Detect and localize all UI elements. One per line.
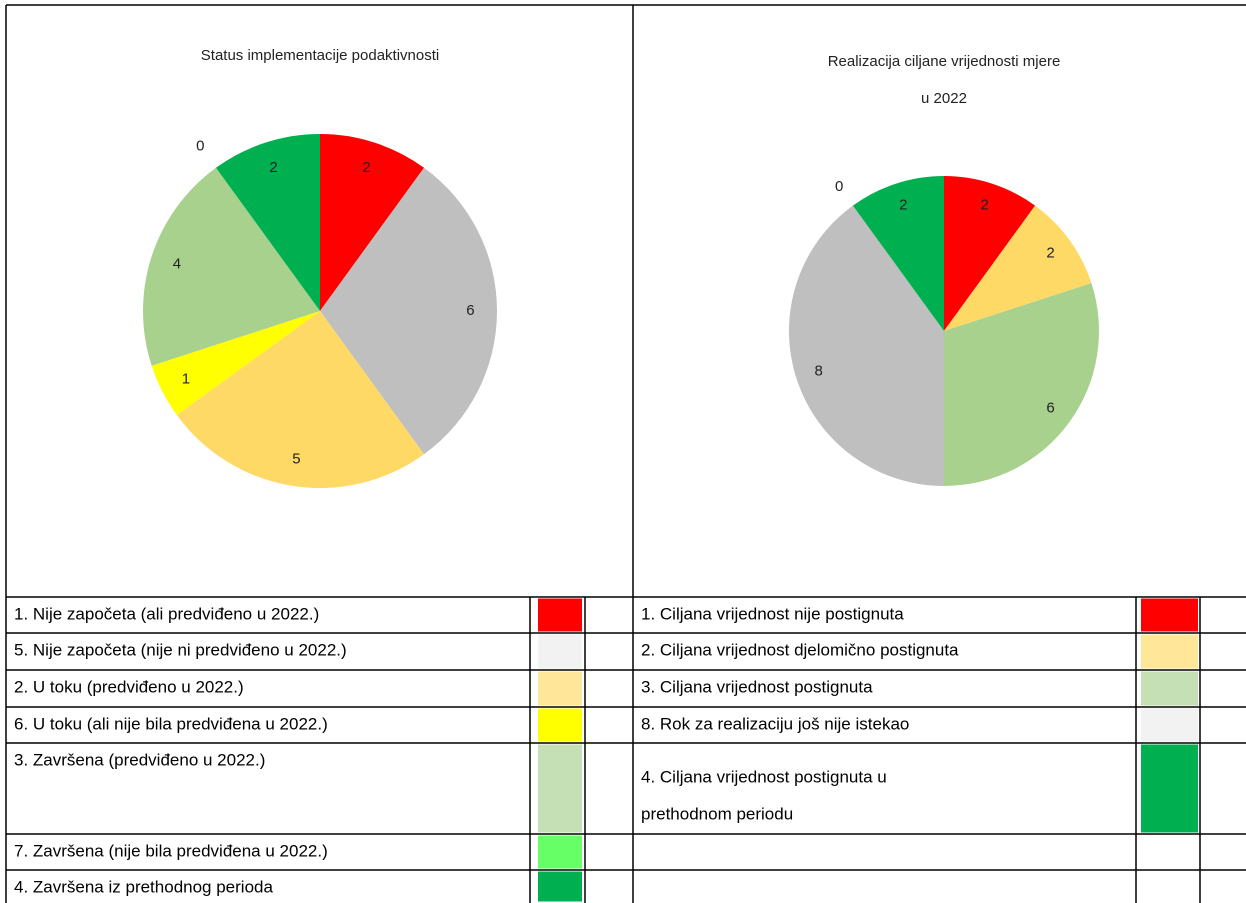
data-label: 0 (196, 137, 204, 154)
data-label: 6 (1046, 399, 1054, 416)
pie-slice (789, 205, 944, 487)
legend-label: 2. U toku (predviđeno u 2022.) (14, 677, 244, 696)
pie-slice (320, 167, 497, 455)
chart-title: Status implementacije podaktivnosti (201, 47, 439, 64)
pie-slice (944, 205, 1092, 331)
data-label: 2 (1046, 245, 1054, 262)
legend-label: 2. Ciljana vrijednost djelomično postign… (641, 640, 959, 659)
legend-swatch (538, 835, 582, 869)
pie-slice (944, 176, 1036, 331)
data-label: 2 (899, 197, 907, 214)
legend-label: 3. Ciljana vrijednost postignuta (641, 677, 873, 696)
legend-swatch (538, 598, 582, 632)
data-label: 2 (269, 159, 277, 176)
pie-slice (143, 167, 320, 366)
legend-swatch (538, 671, 582, 706)
legend-label: 5. Nije započeta (nije ni predviđeno u 2… (14, 640, 347, 659)
legend-swatch (1141, 634, 1198, 669)
legend-label: 1. Nije započeta (ali predviđeno u 2022.… (14, 604, 319, 623)
data-label: 6 (466, 302, 474, 319)
legend-label: 7. Završena (nije bila predviđena u 2022… (14, 841, 328, 860)
data-label: 5 (292, 451, 300, 468)
legend-label: 4. Završena iz prethodnog perioda (14, 877, 273, 896)
pie-slice (852, 176, 944, 331)
legend-swatch (538, 871, 582, 902)
pie-slice (215, 134, 320, 311)
legend-label: 1. Ciljana vrijednost nije postignuta (641, 604, 904, 623)
legend-swatch (1141, 744, 1198, 833)
legend-label: 4. Ciljana vrijednost postignuta u (641, 767, 887, 786)
legend-swatch (538, 744, 582, 833)
pie-slice (320, 134, 425, 311)
legend-label: prethodnom periodu (641, 804, 793, 823)
data-label: 1 (182, 370, 190, 387)
chart-title: u 2022 (921, 90, 967, 107)
data-label: 2 (362, 159, 370, 176)
legend-label: 3. Završena (predviđeno u 2022.) (14, 750, 265, 769)
pie-slice (176, 311, 425, 489)
data-label: 4 (173, 255, 181, 272)
legend-label: 8. Rok za realizaciju još nije istekao (641, 714, 909, 733)
pie-slice (151, 311, 320, 416)
legend-swatch (1141, 708, 1198, 742)
legend-swatch (1141, 671, 1198, 706)
legend-swatch (1141, 598, 1198, 632)
legend-swatch (538, 634, 582, 669)
pie-slice (944, 283, 1100, 486)
legend-swatch (538, 708, 582, 742)
data-label: 2 (981, 197, 989, 214)
chart-title: Realizacija ciljane vrijednosti mjere (828, 53, 1061, 70)
data-label: 0 (835, 178, 843, 195)
data-label: 8 (815, 363, 823, 380)
legend-label: 6. U toku (ali nije bila predviđena u 20… (14, 714, 328, 733)
